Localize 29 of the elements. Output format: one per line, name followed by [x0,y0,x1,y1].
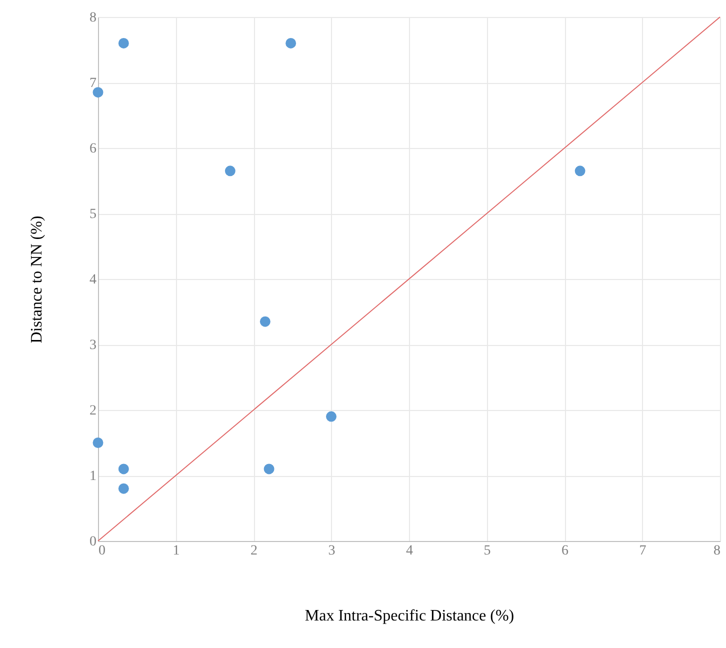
point [118,483,129,494]
x-tick-label: 2 [250,544,258,558]
y-tick-label: 1 [90,469,96,484]
x-axis-title: Max Intra-Specific Distance (%) [304,608,514,624]
x-tick-label: 7 [639,544,646,558]
point [264,464,274,474]
x-tick-label: 3 [328,544,336,558]
x-tick-label: 6 [562,544,568,558]
y-tick-label: 3 [90,338,96,353]
x-tick-label: 4 [406,544,413,558]
point [118,38,129,48]
y-tick-label: 5 [90,207,96,222]
y-axis-title: Distance to NN (%) [28,216,46,344]
point [224,166,236,176]
x-tick-label: 8 [714,544,720,558]
point [286,38,296,48]
point [92,438,104,448]
point [118,464,129,474]
y-tick-label: 7 [90,76,96,91]
y-tick-label: 2 [90,404,96,418]
y-tick-label: 6 [90,142,96,156]
y-tick-label: 8 [90,10,96,26]
y-tick-label: 4 [90,272,96,288]
x-tick-label: 1 [172,544,180,558]
x-tick-label: 5 [484,544,491,558]
point [574,166,586,176]
point [326,411,336,422]
point [92,87,104,98]
point [260,316,270,327]
